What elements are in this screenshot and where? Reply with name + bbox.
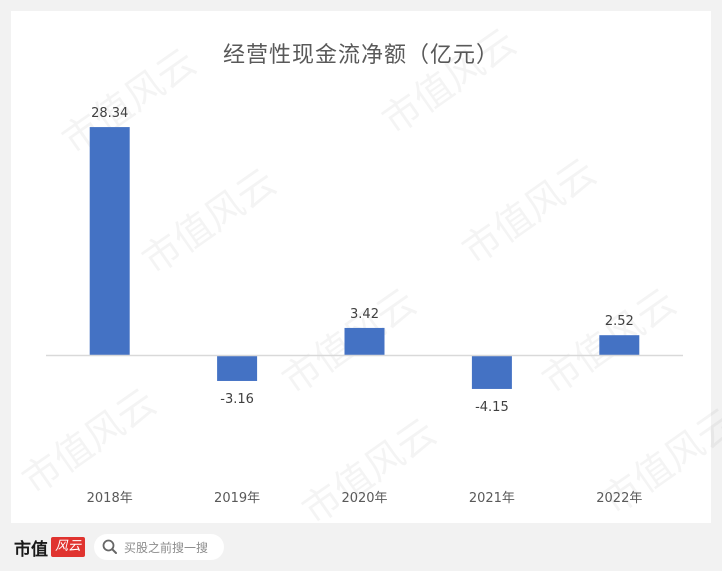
bar-4 [599, 335, 640, 356]
data-label-0: 28.34 [91, 106, 128, 121]
x-tick-label-4: 2022年 [596, 491, 642, 506]
search-icon [102, 539, 117, 554]
bar-2 [344, 327, 385, 356]
x-tick-label-2: 2020年 [341, 491, 387, 506]
data-label-4: 2.52 [605, 314, 634, 329]
bar-chart: 28.34 2018年 -3.16 2019年 3.42 2020年 -4.15 2021年 2… [46, 106, 683, 506]
search-box[interactable]: 买股之前搜一搜 [94, 534, 224, 560]
brand-mark: 风云 [51, 537, 86, 557]
brand-name: 市值 [14, 539, 48, 560]
bar-1 [217, 355, 258, 381]
x-tick-label-1: 2019年 [214, 491, 260, 506]
footer-bar: 市值 风云 买股之前搜一搜 [0, 526, 722, 571]
search-placeholder: 买股之前搜一搜 [124, 540, 209, 555]
brand-logo: 市值 风云 [14, 534, 86, 560]
x-tick-label-3: 2021年 [469, 491, 515, 506]
bar-3 [471, 355, 512, 389]
x-tick-label-0: 2018年 [87, 491, 133, 506]
bar-0 [89, 127, 130, 356]
data-label-2: 3.42 [350, 307, 379, 322]
chart-title: 经营性现金流净额（亿元） [222, 43, 499, 68]
data-label-3: -4.15 [475, 400, 509, 415]
data-label-1: -3.16 [220, 392, 254, 407]
